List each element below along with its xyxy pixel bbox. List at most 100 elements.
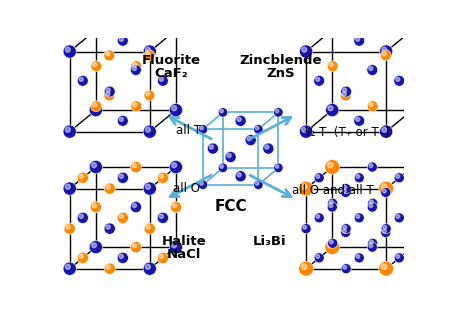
Circle shape [407,162,413,168]
Circle shape [106,265,110,269]
Circle shape [132,163,136,168]
Circle shape [91,101,102,111]
Circle shape [356,214,360,218]
Circle shape [145,264,150,269]
Circle shape [171,26,176,31]
Circle shape [406,23,419,37]
Circle shape [409,204,413,208]
Circle shape [89,103,103,117]
Circle shape [65,127,70,132]
Circle shape [341,184,351,194]
Circle shape [63,182,76,195]
Circle shape [91,243,97,248]
Circle shape [255,181,259,185]
Circle shape [407,242,413,248]
Circle shape [130,65,141,75]
Circle shape [275,109,279,113]
Circle shape [354,253,364,263]
Circle shape [63,262,76,275]
Text: Zincblende: Zincblende [239,54,322,67]
Circle shape [254,125,263,134]
Text: Fluorite: Fluorite [142,54,201,67]
Circle shape [77,212,88,224]
Circle shape [200,126,203,130]
Circle shape [91,163,97,168]
Circle shape [172,203,176,208]
Circle shape [314,75,324,86]
Circle shape [104,263,115,274]
Circle shape [143,45,157,58]
Circle shape [394,173,404,183]
Circle shape [117,116,128,126]
Circle shape [235,171,246,182]
Circle shape [89,160,103,174]
Circle shape [382,229,386,233]
Circle shape [255,126,259,130]
Circle shape [91,61,102,72]
Circle shape [328,26,333,31]
Circle shape [367,162,377,172]
Circle shape [64,223,75,234]
Circle shape [314,173,324,183]
Circle shape [119,254,123,258]
Circle shape [146,92,150,96]
Circle shape [394,75,405,86]
Circle shape [247,136,251,141]
Circle shape [314,213,324,223]
Circle shape [380,50,391,61]
Circle shape [169,23,183,37]
Circle shape [396,175,400,178]
Circle shape [104,183,115,194]
Circle shape [343,185,346,189]
Circle shape [66,225,70,229]
Circle shape [225,151,236,163]
Circle shape [171,202,181,213]
Circle shape [369,67,373,71]
Circle shape [77,172,88,183]
Circle shape [159,174,163,178]
Circle shape [79,254,83,258]
Circle shape [342,189,346,193]
Circle shape [106,225,110,229]
Text: all O and all T: all O and all T [292,184,374,197]
Circle shape [341,86,351,97]
Circle shape [157,212,168,224]
Circle shape [237,117,241,122]
Circle shape [379,125,393,138]
Circle shape [316,255,320,258]
Circle shape [379,45,393,58]
Circle shape [367,65,378,75]
Circle shape [117,252,128,263]
Circle shape [265,145,269,149]
Circle shape [408,106,413,111]
Circle shape [325,240,340,255]
Circle shape [341,187,351,198]
Circle shape [382,189,386,193]
Circle shape [381,264,387,269]
Circle shape [89,23,103,37]
Circle shape [327,61,338,72]
Circle shape [146,225,150,229]
Circle shape [104,86,115,97]
Circle shape [220,109,223,113]
Circle shape [143,182,157,195]
Circle shape [207,143,218,154]
Circle shape [91,26,97,31]
Circle shape [316,175,320,178]
Circle shape [119,174,123,178]
Circle shape [381,224,391,234]
Circle shape [145,127,150,132]
Circle shape [368,198,378,208]
Circle shape [106,92,110,96]
Circle shape [275,165,279,168]
Circle shape [302,47,307,52]
Circle shape [367,202,377,212]
Circle shape [131,61,142,72]
Circle shape [328,162,333,168]
Circle shape [169,160,183,174]
Circle shape [169,241,183,254]
Circle shape [198,180,207,189]
Circle shape [89,241,103,254]
Circle shape [65,184,70,189]
Circle shape [369,244,373,248]
